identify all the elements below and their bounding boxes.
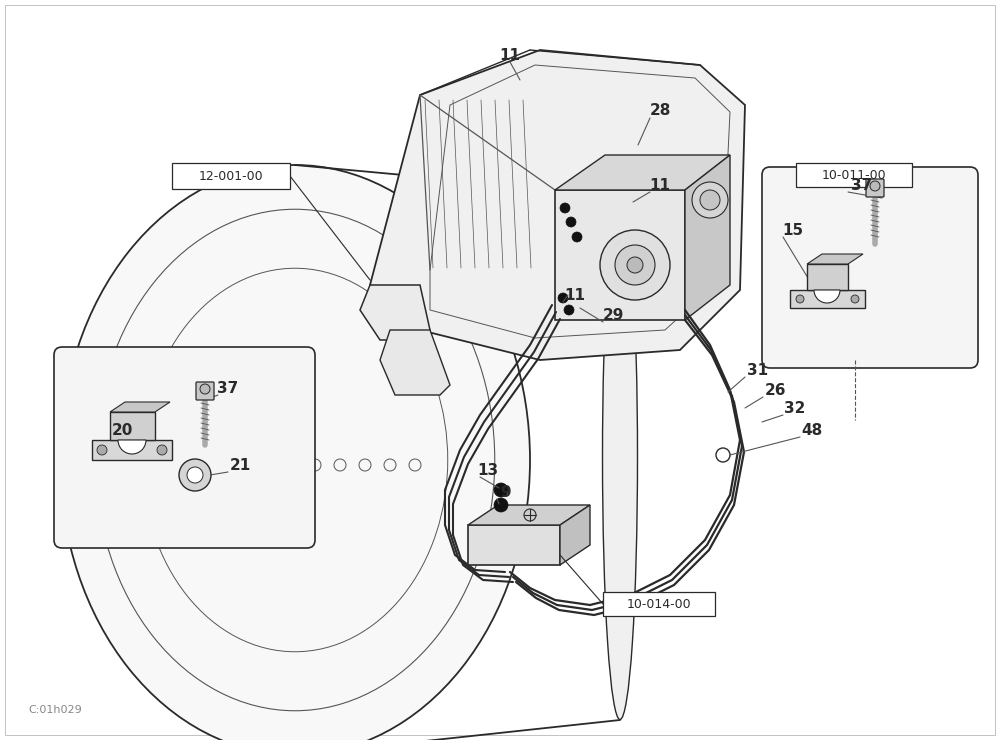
Bar: [603, 592, 715, 616]
Polygon shape: [110, 402, 170, 412]
Polygon shape: [685, 155, 730, 320]
Circle shape: [851, 295, 859, 303]
Circle shape: [600, 230, 670, 300]
Text: 10-011-00: 10-011-00: [822, 169, 886, 181]
Polygon shape: [560, 505, 590, 565]
Polygon shape: [468, 525, 560, 565]
Circle shape: [200, 384, 210, 394]
Polygon shape: [360, 285, 430, 340]
Circle shape: [494, 483, 508, 497]
Circle shape: [97, 445, 107, 455]
Polygon shape: [555, 190, 685, 320]
Text: 31: 31: [747, 363, 769, 377]
Circle shape: [716, 448, 730, 462]
Text: 21: 21: [229, 457, 251, 473]
Text: 15: 15: [782, 223, 804, 238]
Text: 48: 48: [801, 423, 823, 437]
Ellipse shape: [602, 195, 638, 719]
Polygon shape: [92, 440, 172, 460]
Polygon shape: [380, 330, 450, 395]
Circle shape: [566, 217, 576, 227]
Circle shape: [615, 245, 655, 285]
Text: 20: 20: [111, 423, 133, 437]
Text: 28: 28: [649, 103, 671, 118]
Bar: [796, 163, 912, 187]
Circle shape: [560, 203, 570, 213]
Polygon shape: [790, 290, 865, 308]
Text: 11: 11: [650, 178, 670, 192]
Ellipse shape: [60, 165, 530, 740]
Bar: [172, 163, 290, 189]
Circle shape: [870, 181, 880, 191]
Circle shape: [187, 467, 203, 483]
Polygon shape: [370, 50, 745, 360]
Circle shape: [558, 293, 568, 303]
Circle shape: [179, 459, 211, 491]
Polygon shape: [110, 412, 155, 440]
FancyBboxPatch shape: [762, 167, 978, 368]
Text: 37: 37: [217, 380, 239, 395]
Wedge shape: [814, 290, 840, 303]
FancyBboxPatch shape: [866, 179, 884, 197]
Text: 37: 37: [851, 178, 873, 192]
Circle shape: [796, 295, 804, 303]
Circle shape: [157, 445, 167, 455]
Text: 32: 32: [784, 400, 806, 415]
FancyBboxPatch shape: [54, 347, 315, 548]
Text: 12-001-00: 12-001-00: [199, 169, 263, 183]
Circle shape: [700, 190, 720, 210]
Wedge shape: [118, 440, 146, 454]
Circle shape: [692, 182, 728, 218]
Text: 26: 26: [764, 383, 786, 397]
Text: 29: 29: [602, 308, 624, 323]
Text: 10-014-00: 10-014-00: [627, 597, 691, 610]
Polygon shape: [807, 254, 863, 264]
Circle shape: [627, 257, 643, 273]
Text: 13: 13: [477, 462, 499, 477]
Text: C:01h029: C:01h029: [28, 705, 82, 715]
Text: 11: 11: [564, 288, 586, 303]
Polygon shape: [555, 155, 730, 190]
Circle shape: [572, 232, 582, 242]
Text: 11: 11: [500, 47, 520, 62]
Circle shape: [494, 498, 508, 512]
Circle shape: [564, 305, 574, 315]
Polygon shape: [468, 505, 590, 525]
FancyBboxPatch shape: [196, 382, 214, 400]
Polygon shape: [807, 264, 848, 290]
Text: 9: 9: [501, 485, 511, 500]
